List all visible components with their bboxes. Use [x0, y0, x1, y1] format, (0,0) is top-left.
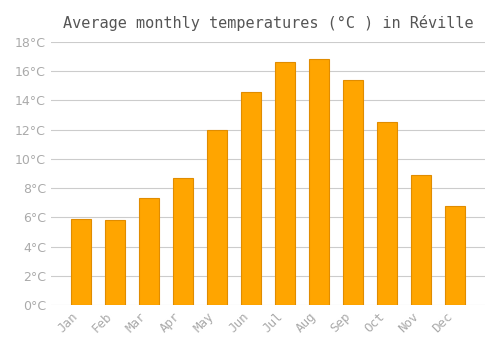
Bar: [240, 92, 261, 305]
Bar: [138, 198, 159, 305]
Bar: [343, 80, 363, 305]
Bar: [104, 220, 125, 305]
Bar: [70, 219, 91, 305]
Bar: [309, 60, 329, 305]
Bar: [445, 206, 466, 305]
Bar: [274, 62, 295, 305]
Bar: [206, 130, 227, 305]
Bar: [377, 122, 397, 305]
Bar: [411, 175, 431, 305]
Title: Average monthly temperatures (°C ) in Réville: Average monthly temperatures (°C ) in Ré…: [62, 15, 473, 31]
Bar: [172, 178, 193, 305]
